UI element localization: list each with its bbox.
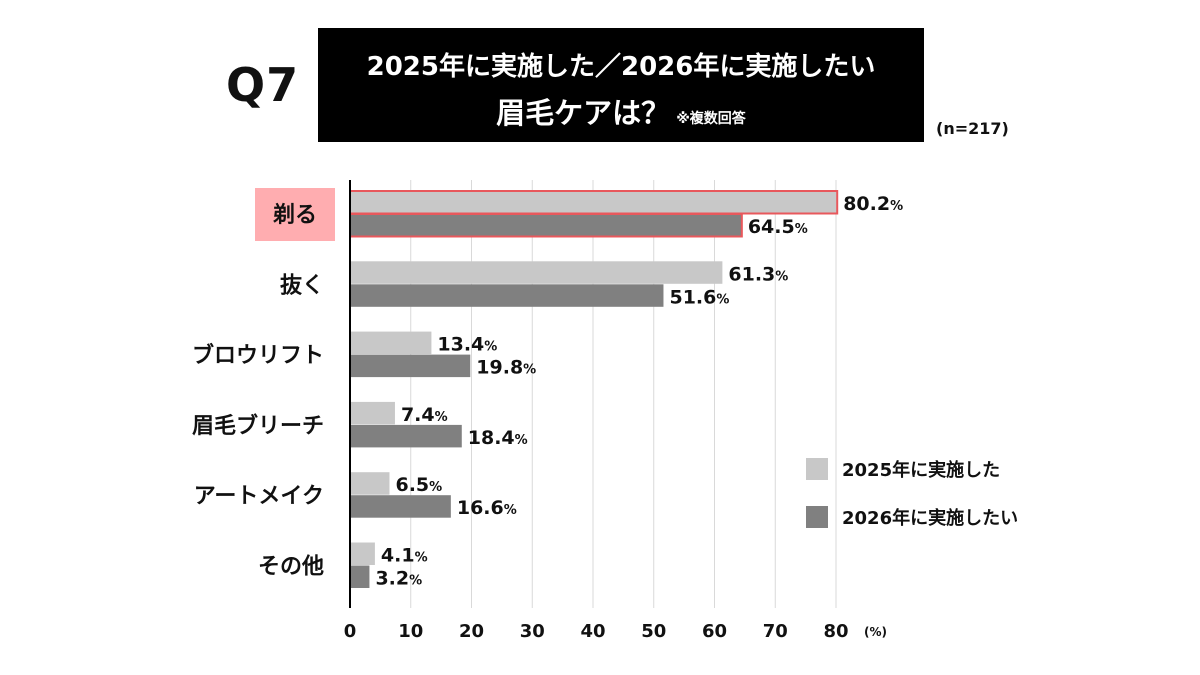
title-question: 眉毛ケアは？ — [496, 96, 671, 130]
category-label: 眉毛ブリーチ — [192, 413, 324, 439]
category-label: アートメイク — [194, 484, 324, 509]
data-label: 18.4% — [468, 427, 528, 449]
title-line-1: 2025年に実施した／2026年に実施したい — [366, 52, 876, 82]
x-tick-label: 20 — [459, 621, 484, 642]
bar-2025 — [350, 401, 395, 425]
x-tick-label: 0 — [344, 621, 357, 642]
x-tick-label: 60 — [702, 621, 727, 642]
x-tick-label: 50 — [641, 621, 666, 642]
data-label: 13.4% — [437, 334, 497, 356]
title-note: ※複数回答 — [676, 111, 746, 127]
data-label: 64.5% — [748, 216, 808, 238]
legend-label-2026: 2026年に実施したい — [842, 508, 1019, 529]
bar-2026 — [350, 495, 451, 518]
bar-2025 — [350, 261, 723, 284]
category-label: 抜く — [280, 273, 324, 298]
category-highlight-bg — [255, 188, 335, 241]
bar-2026 — [350, 424, 462, 448]
data-label: 80.2% — [843, 193, 903, 215]
title-line-2: 眉毛ケアは？ ※複数回答 — [318, 90, 924, 132]
legend: 2025年に実施した 2026年に実施したい — [806, 456, 1018, 552]
bar-2026 — [350, 354, 471, 378]
data-label: 6.5% — [395, 474, 442, 496]
x-tick-label: 80 — [823, 621, 848, 642]
bar-2025 — [350, 542, 375, 565]
question-number: Q7 — [226, 58, 300, 112]
data-label: 7.4% — [401, 404, 448, 426]
category-label: ブロウリフト — [192, 343, 324, 369]
sample-size: (n=217) — [936, 119, 1009, 138]
data-label: 61.3% — [728, 263, 788, 285]
legend-item-2026: 2026年に実施したい — [806, 504, 1018, 530]
legend-item-2025: 2025年に実施した — [806, 456, 1018, 482]
x-tick-label: 30 — [520, 621, 545, 642]
bar-2026 — [350, 565, 370, 588]
data-label: 19.8% — [476, 357, 536, 379]
bar-2026 — [350, 284, 664, 307]
legend-label-2025: 2025年に実施した — [842, 460, 1001, 481]
legend-swatch-2025 — [806, 458, 828, 480]
x-unit-label: (%) — [864, 625, 887, 639]
data-label: 4.1% — [381, 545, 428, 567]
title-banner: 2025年に実施した／2026年に実施したい 眉毛ケアは？ ※複数回答 — [318, 28, 924, 142]
x-tick-label: 10 — [398, 621, 423, 642]
x-tick-label: 40 — [580, 621, 605, 642]
legend-swatch-2026 — [806, 506, 828, 528]
bar-2025 — [350, 331, 432, 355]
data-label: 3.2% — [375, 568, 422, 590]
bar-2025 — [350, 472, 390, 495]
x-tick-label: 70 — [763, 621, 788, 642]
data-label: 51.6% — [669, 286, 729, 308]
data-label: 16.6% — [457, 497, 517, 519]
bar-2025 — [349, 190, 839, 215]
category-label: 剃る — [273, 202, 317, 228]
category-label: その他 — [258, 555, 324, 580]
bar-2026 — [349, 213, 743, 238]
